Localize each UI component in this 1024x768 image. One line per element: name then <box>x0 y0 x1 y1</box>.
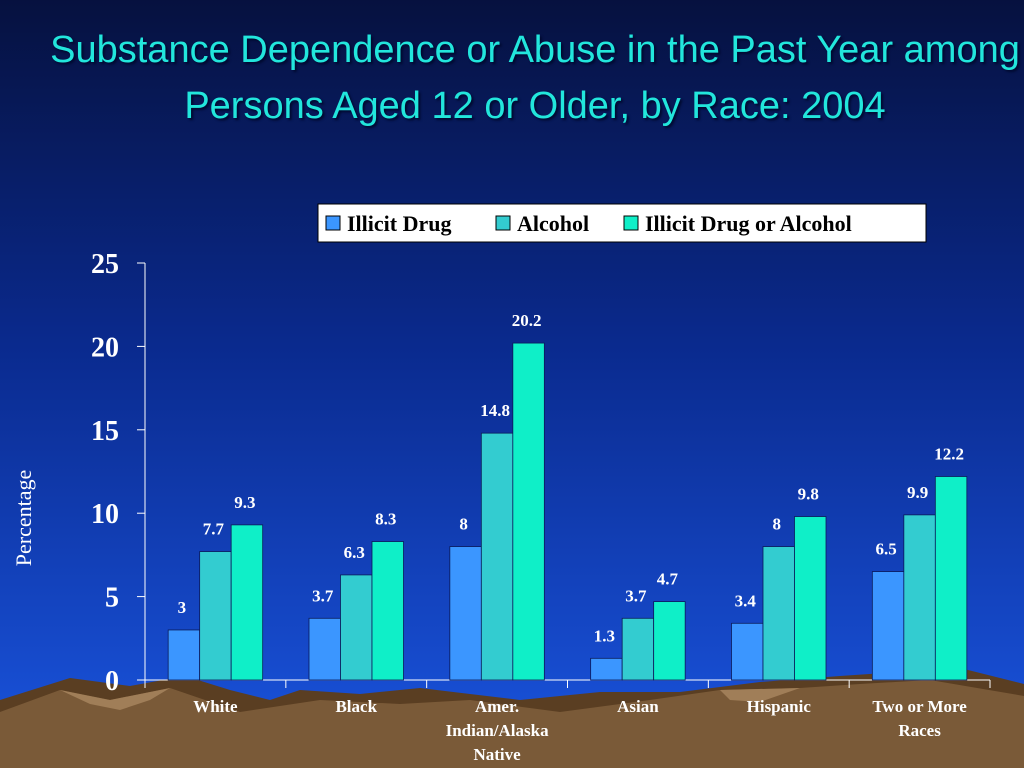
x-tick-label-line: Black <box>335 697 377 716</box>
bar-alcohol <box>340 574 373 681</box>
x-tick-label-line: Native <box>473 745 521 764</box>
x-tick-label: Black <box>335 697 377 716</box>
y-tick-label: 5 <box>105 583 119 614</box>
x-tick-label-line: Asian <box>617 697 659 716</box>
bar-illicit-drug <box>449 546 482 681</box>
y-tick-label: 15 <box>91 416 119 447</box>
legend-box <box>317 203 927 243</box>
data-label: 20.2 <box>512 311 542 330</box>
y-tick-label: 0 <box>105 666 119 697</box>
bar-alcohol <box>480 432 514 681</box>
x-tick-label-line: Two or More <box>872 697 967 716</box>
x-tick-label: Two or More Races <box>872 697 967 740</box>
bar-illicit-drug-or-alcohol <box>512 342 545 681</box>
bar-illicit-drug <box>871 571 905 681</box>
x-tick-label-line: Hispanic <box>747 697 812 716</box>
x-tick-label-line: White <box>193 697 238 716</box>
legend-swatch <box>495 215 511 231</box>
x-tick-label-line: Indian/Alaska <box>446 721 549 740</box>
chart-title: Substance Dependence or Abuse in the Pas… <box>50 29 1020 127</box>
x-tick-label: Asian <box>617 697 659 716</box>
bar-illicit-drug-or-alcohol <box>230 524 264 681</box>
data-label: 8 <box>459 515 468 534</box>
data-label: 3.7 <box>312 586 334 605</box>
legend-swatch <box>325 215 341 231</box>
x-tick-label: Hispanic <box>747 697 812 716</box>
data-label: 3.7 <box>625 586 647 605</box>
bar-alcohol <box>199 551 232 681</box>
legend-label: Illicit Drug <box>347 211 452 236</box>
bar-illicit-drug-or-alcohol <box>794 516 827 681</box>
bar-illicit-drug <box>590 657 623 681</box>
data-label: 12.2 <box>934 445 964 464</box>
bar-alcohol <box>903 514 936 681</box>
bar-alcohol <box>762 546 795 681</box>
data-labels: 3 7.7 9.3 3.7 6.3 8.3 8 14.8 20.2 1.3 3.7 4.7 3.4 8 9.… <box>178 311 964 645</box>
data-label: 6.3 <box>344 543 365 562</box>
mountain-decoration <box>0 668 1024 768</box>
legend-label: Alcohol <box>517 211 589 236</box>
x-tick-label-line: Races <box>898 721 941 740</box>
data-label: 7.7 <box>203 520 225 539</box>
bar-illicit-drug-or-alcohol <box>934 476 968 681</box>
bar-illicit-drug-or-alcohol <box>653 601 686 681</box>
x-tick-label: Amer. Indian/Alaska Native <box>446 697 549 764</box>
legend-swatch <box>623 215 639 231</box>
y-axis-label: Percentage <box>11 470 36 567</box>
data-label: 6.5 <box>875 540 896 559</box>
data-label: 9.8 <box>798 485 819 504</box>
x-tick-label-line: Amer. <box>475 697 519 716</box>
y-tick-label: 20 <box>91 332 119 363</box>
y-tick-label: 25 <box>91 249 119 280</box>
x-tick-label: White <box>193 697 238 716</box>
data-label: 8 <box>773 515 782 534</box>
bar-illicit-drug <box>167 629 201 681</box>
data-label: 8.3 <box>375 510 396 529</box>
legend: Illicit Drug Alcohol Illicit Drug or Alcoh… <box>317 203 927 243</box>
data-label: 4.7 <box>657 570 679 589</box>
data-label: 3 <box>178 598 187 617</box>
bars <box>167 342 968 681</box>
data-label: 1.3 <box>594 626 615 645</box>
axes: 0 5 10 15 20 25 Percentage White Black Amer. India… <box>11 249 991 764</box>
data-label: 3.4 <box>735 591 757 610</box>
data-label: 14.8 <box>480 401 510 420</box>
data-label: 9.9 <box>907 483 928 502</box>
y-tick-label: 10 <box>91 499 119 530</box>
bar-illicit-drug <box>731 622 764 681</box>
bar-illicit-drug-or-alcohol <box>371 541 404 681</box>
legend-label: Illicit Drug or Alcohol <box>645 211 852 236</box>
data-label: 9.3 <box>234 493 255 512</box>
bar-illicit-drug <box>308 617 341 681</box>
bar-alcohol <box>621 617 655 681</box>
